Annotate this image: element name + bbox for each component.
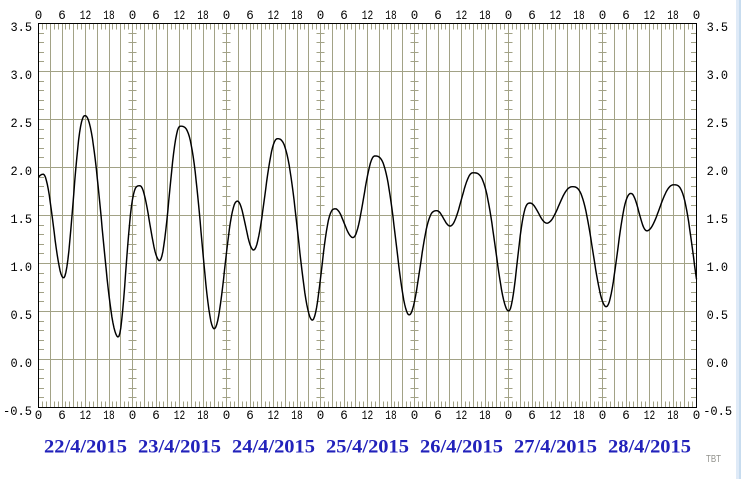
- svg-text:18: 18: [197, 9, 208, 23]
- svg-text:26/4/2015: 26/4/2015: [420, 437, 503, 458]
- svg-text:12: 12: [456, 9, 467, 23]
- svg-text:6: 6: [528, 409, 536, 423]
- svg-text:3.5: 3.5: [707, 21, 729, 35]
- svg-text:2.5: 2.5: [707, 117, 729, 131]
- svg-text:18: 18: [667, 409, 678, 423]
- svg-text:0: 0: [505, 9, 513, 23]
- svg-text:12: 12: [80, 9, 91, 23]
- svg-text:23/4/2015: 23/4/2015: [138, 437, 221, 458]
- svg-text:0: 0: [693, 9, 701, 23]
- svg-text:12: 12: [80, 409, 91, 423]
- svg-text:-0.5: -0.5: [3, 405, 32, 419]
- svg-text:12: 12: [456, 409, 467, 423]
- svg-text:0: 0: [599, 9, 607, 23]
- svg-text:0.5: 0.5: [707, 309, 729, 323]
- svg-text:18: 18: [667, 9, 678, 23]
- svg-text:6: 6: [246, 9, 254, 23]
- svg-text:27/4/2015: 27/4/2015: [514, 437, 597, 458]
- svg-text:6: 6: [58, 409, 66, 423]
- svg-text:6: 6: [622, 9, 630, 23]
- svg-text:6: 6: [434, 409, 442, 423]
- svg-text:6: 6: [434, 9, 442, 23]
- svg-text:1.0: 1.0: [707, 261, 729, 275]
- svg-text:18: 18: [573, 9, 584, 23]
- svg-text:0: 0: [129, 409, 137, 423]
- svg-text:2.0: 2.0: [11, 165, 33, 179]
- svg-text:0.0: 0.0: [11, 357, 33, 371]
- svg-text:6: 6: [340, 9, 348, 23]
- svg-text:18: 18: [385, 409, 396, 423]
- svg-text:18: 18: [385, 9, 396, 23]
- svg-text:0: 0: [317, 409, 325, 423]
- svg-text:0: 0: [411, 409, 419, 423]
- svg-text:18: 18: [291, 9, 302, 23]
- svg-text:6: 6: [152, 9, 160, 23]
- svg-text:1.0: 1.0: [11, 261, 33, 275]
- svg-text:3.0: 3.0: [11, 69, 33, 83]
- svg-text:12: 12: [362, 409, 373, 423]
- svg-text:25/4/2015: 25/4/2015: [326, 437, 409, 458]
- svg-text:3.5: 3.5: [11, 21, 33, 35]
- svg-text:6: 6: [152, 409, 160, 423]
- svg-text:12: 12: [362, 9, 373, 23]
- svg-text:12: 12: [550, 9, 561, 23]
- svg-text:6: 6: [58, 9, 66, 23]
- svg-text:0.5: 0.5: [11, 309, 33, 323]
- svg-text:-0.5: -0.5: [703, 405, 732, 419]
- svg-text:0.0: 0.0: [707, 357, 729, 371]
- svg-text:0: 0: [693, 409, 701, 423]
- svg-text:18: 18: [103, 409, 114, 423]
- svg-text:2.5: 2.5: [11, 117, 33, 131]
- svg-text:0: 0: [35, 9, 43, 23]
- svg-text:0: 0: [505, 409, 513, 423]
- svg-text:12: 12: [174, 9, 185, 23]
- svg-text:3.0: 3.0: [707, 69, 729, 83]
- svg-text:24/4/2015: 24/4/2015: [232, 437, 315, 458]
- svg-text:28/4/2015: 28/4/2015: [608, 437, 691, 458]
- svg-text:12: 12: [174, 409, 185, 423]
- svg-text:18: 18: [197, 409, 208, 423]
- svg-text:12: 12: [644, 409, 655, 423]
- svg-text:0: 0: [599, 409, 607, 423]
- svg-text:0: 0: [223, 9, 231, 23]
- svg-text:18: 18: [291, 409, 302, 423]
- svg-text:12: 12: [268, 409, 279, 423]
- svg-text:12: 12: [644, 9, 655, 23]
- svg-text:12: 12: [268, 9, 279, 23]
- svg-text:0: 0: [35, 409, 43, 423]
- svg-text:18: 18: [479, 409, 490, 423]
- svg-text:1.5: 1.5: [707, 213, 729, 227]
- svg-text:0: 0: [129, 9, 137, 23]
- svg-text:18: 18: [479, 9, 490, 23]
- svg-text:6: 6: [622, 409, 630, 423]
- svg-text:1.5: 1.5: [11, 213, 33, 227]
- svg-text:6: 6: [246, 409, 254, 423]
- svg-text:6: 6: [340, 409, 348, 423]
- svg-text:0: 0: [317, 9, 325, 23]
- svg-text:6: 6: [528, 9, 536, 23]
- svg-text:18: 18: [103, 9, 114, 23]
- svg-text:0: 0: [223, 409, 231, 423]
- svg-text:22/4/2015: 22/4/2015: [44, 437, 127, 458]
- svg-text:12: 12: [550, 409, 561, 423]
- svg-text:TBT: TBT: [706, 453, 721, 465]
- svg-text:2.0: 2.0: [707, 165, 729, 179]
- svg-text:18: 18: [573, 409, 584, 423]
- svg-text:0: 0: [411, 9, 419, 23]
